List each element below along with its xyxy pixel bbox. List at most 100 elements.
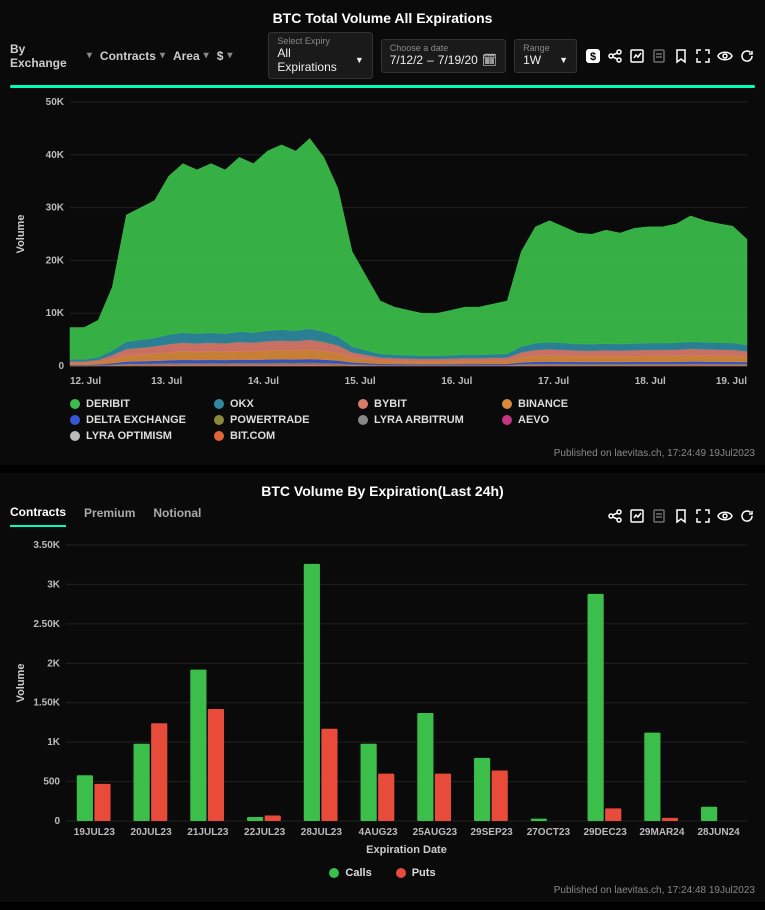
legend-item[interactable]: LYRA ARBITRUM: [358, 414, 478, 426]
chevron-down-icon: ▾: [87, 50, 92, 61]
legend-item[interactable]: Calls: [329, 867, 371, 879]
svg-text:15. Jul: 15. Jul: [345, 376, 376, 387]
tab-premium[interactable]: Premium: [84, 506, 135, 526]
eye-icon[interactable]: [717, 508, 733, 524]
csv-download-icon[interactable]: [651, 508, 667, 524]
svg-text:40K: 40K: [46, 150, 65, 161]
share-icon[interactable]: [607, 48, 623, 64]
legend-item[interactable]: BINANCE: [502, 398, 622, 410]
expiry-label: Select Expiry: [277, 37, 363, 46]
tab-notional[interactable]: Notional: [153, 506, 201, 526]
csv-download-icon[interactable]: [651, 48, 667, 64]
svg-text:17. Jul: 17. Jul: [538, 376, 569, 387]
svg-text:28JUN24: 28JUN24: [697, 827, 740, 838]
svg-text:29DEC23: 29DEC23: [583, 827, 627, 838]
date-to: 7/19/20: [438, 53, 478, 67]
panel1-action-icons: $: [585, 48, 755, 64]
legend-item[interactable]: Puts: [396, 867, 436, 879]
eye-icon[interactable]: [717, 48, 733, 64]
expand-icon[interactable]: [695, 508, 711, 524]
legend-item[interactable]: DELTA EXCHANGE: [70, 414, 190, 426]
chevron-down-icon: ▼: [559, 55, 568, 65]
svg-text:$: $: [590, 51, 596, 63]
dropdown-currency[interactable]: $ ▾: [217, 49, 233, 63]
legend-swatch: [70, 399, 80, 409]
expand-icon[interactable]: [695, 48, 711, 64]
legend-label: BYBIT: [374, 398, 407, 410]
legend-swatch: [70, 415, 80, 425]
svg-text:0: 0: [58, 361, 64, 372]
svg-text:22JUL23: 22JUL23: [244, 827, 286, 838]
svg-text:29SEP23: 29SEP23: [470, 827, 513, 838]
chevron-down-icon: ▾: [227, 50, 232, 61]
legend-item[interactable]: OKX: [214, 398, 334, 410]
share-icon[interactable]: [607, 508, 623, 524]
bookmark-icon[interactable]: [673, 48, 689, 64]
legend-item[interactable]: POWERTRADE: [214, 414, 334, 426]
area-chart-svg: 010K20K30K40K50KVolume12. Jul13. Jul14. …: [10, 92, 755, 392]
dropdown-metric[interactable]: Contracts ▾: [100, 49, 165, 63]
panel2-action-icons: [607, 508, 755, 524]
svg-text:Volume: Volume: [15, 215, 27, 254]
svg-text:2.50K: 2.50K: [33, 619, 60, 630]
legend-swatch: [396, 868, 406, 878]
range-value: 1W: [523, 53, 541, 67]
panel-volume-by-expiration: BTC Volume By Expiration(Last 24h) Contr…: [0, 473, 765, 902]
legend-label: BIT.COM: [230, 430, 275, 442]
legend-item[interactable]: AEVO: [502, 414, 622, 426]
svg-text:10K: 10K: [46, 308, 65, 319]
svg-text:2K: 2K: [47, 658, 61, 669]
legend-item[interactable]: BYBIT: [358, 398, 478, 410]
legend-label: Calls: [345, 867, 371, 879]
tab-contracts[interactable]: Contracts: [10, 505, 66, 527]
legend-swatch: [358, 415, 368, 425]
expiry-value: All Expirations: [277, 46, 350, 74]
svg-text:1K: 1K: [47, 737, 61, 748]
legend-item[interactable]: LYRA OPTIMISM: [70, 430, 190, 442]
svg-text:1.50K: 1.50K: [33, 698, 60, 709]
svg-text:19. Jul: 19. Jul: [716, 376, 747, 387]
legend-label: OKX: [230, 398, 254, 410]
chevron-down-icon: ▾: [160, 50, 165, 61]
legend-label: AEVO: [518, 414, 549, 426]
legend-item[interactable]: BIT.COM: [214, 430, 334, 442]
image-download-icon[interactable]: [629, 48, 645, 64]
svg-text:18. Jul: 18. Jul: [635, 376, 666, 387]
date-sep: –: [427, 53, 434, 67]
legend-label: DELTA EXCHANGE: [86, 414, 186, 426]
date-range-picker[interactable]: Choose a date 7/12/2 – 7/19/20 🗓: [381, 39, 506, 73]
legend-swatch: [502, 399, 512, 409]
legend-swatch: [214, 399, 224, 409]
calendar-icon: 🗓: [482, 53, 497, 67]
legend-swatch: [214, 431, 224, 441]
legend-swatch: [70, 431, 80, 441]
image-download-icon[interactable]: [629, 508, 645, 524]
svg-text:27OCT23: 27OCT23: [527, 827, 571, 838]
dropdown-currency-label: $: [217, 49, 224, 63]
dropdown-group[interactable]: By Exchange ▾: [10, 42, 92, 70]
refresh-icon[interactable]: [739, 48, 755, 64]
legend-label: LYRA ARBITRUM: [374, 414, 464, 426]
legend-label: BINANCE: [518, 398, 568, 410]
accent-bar: [10, 85, 755, 88]
svg-text:13. Jul: 13. Jul: [151, 376, 182, 387]
dropdown-charttype[interactable]: Area ▾: [173, 49, 209, 63]
bookmark-icon[interactable]: [673, 508, 689, 524]
dropdown-charttype-label: Area: [173, 49, 200, 63]
legend-label: POWERTRADE: [230, 414, 309, 426]
panel1-toolbar: By Exchange ▾ Contracts ▾ Area ▾ $ ▾ Sel…: [10, 32, 755, 79]
svg-text:Expiration Date: Expiration Date: [366, 844, 447, 856]
svg-text:28JUL23: 28JUL23: [301, 827, 343, 838]
dollar-icon[interactable]: $: [585, 48, 601, 64]
svg-text:0: 0: [54, 816, 60, 827]
refresh-icon[interactable]: [739, 508, 755, 524]
svg-text:25AUG23: 25AUG23: [413, 827, 458, 838]
svg-text:20K: 20K: [46, 255, 65, 266]
legend-item[interactable]: DERIBIT: [70, 398, 190, 410]
expiry-select[interactable]: Select Expiry All Expirations ▼: [268, 32, 372, 79]
panel1-published: Published on laevitas.ch, 17:24:49 19Jul…: [10, 448, 755, 459]
svg-text:19JUL23: 19JUL23: [74, 827, 116, 838]
svg-text:21JUL23: 21JUL23: [187, 827, 229, 838]
bar-chart-legend: Calls Puts: [10, 861, 755, 879]
range-select[interactable]: Range 1W ▼: [514, 39, 577, 73]
